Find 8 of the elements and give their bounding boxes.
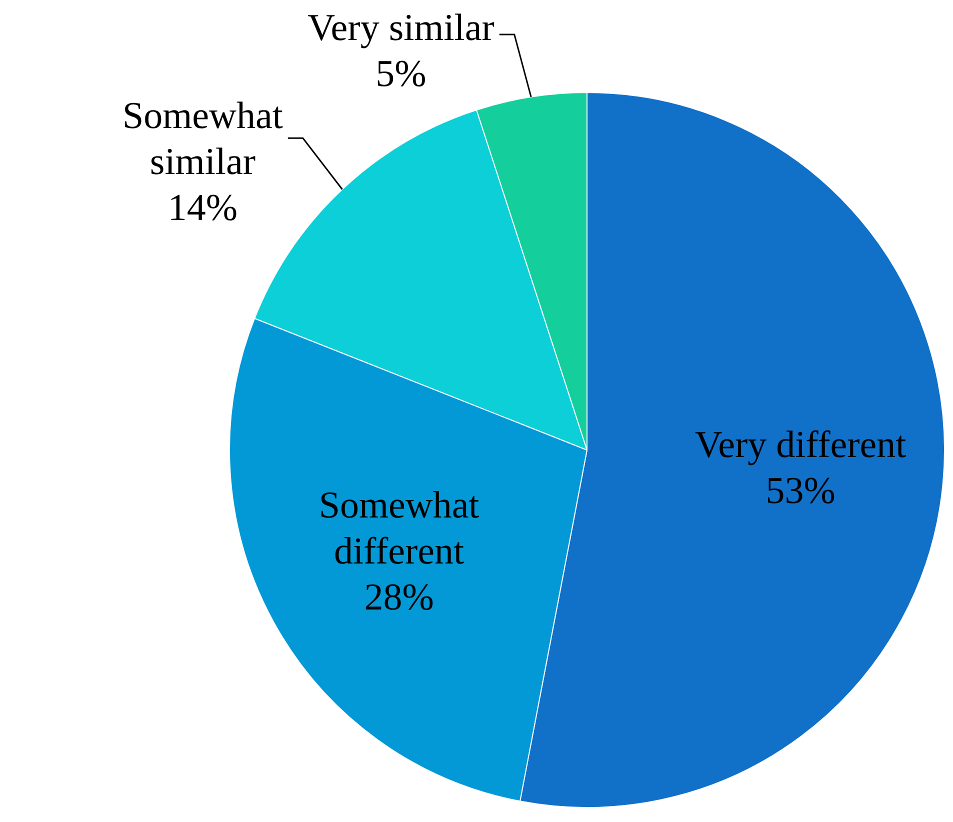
slice-label: Very different [694, 424, 907, 466]
data-label: 28% [364, 576, 434, 618]
data-label: 5% [376, 52, 426, 95]
slice-label: Somewhat similar [122, 95, 284, 184]
slice-label: Somewhat different [318, 484, 480, 572]
data-label: 14% [168, 187, 238, 230]
data-label: 53% [766, 470, 836, 512]
slice-label: Very similar [308, 6, 495, 49]
